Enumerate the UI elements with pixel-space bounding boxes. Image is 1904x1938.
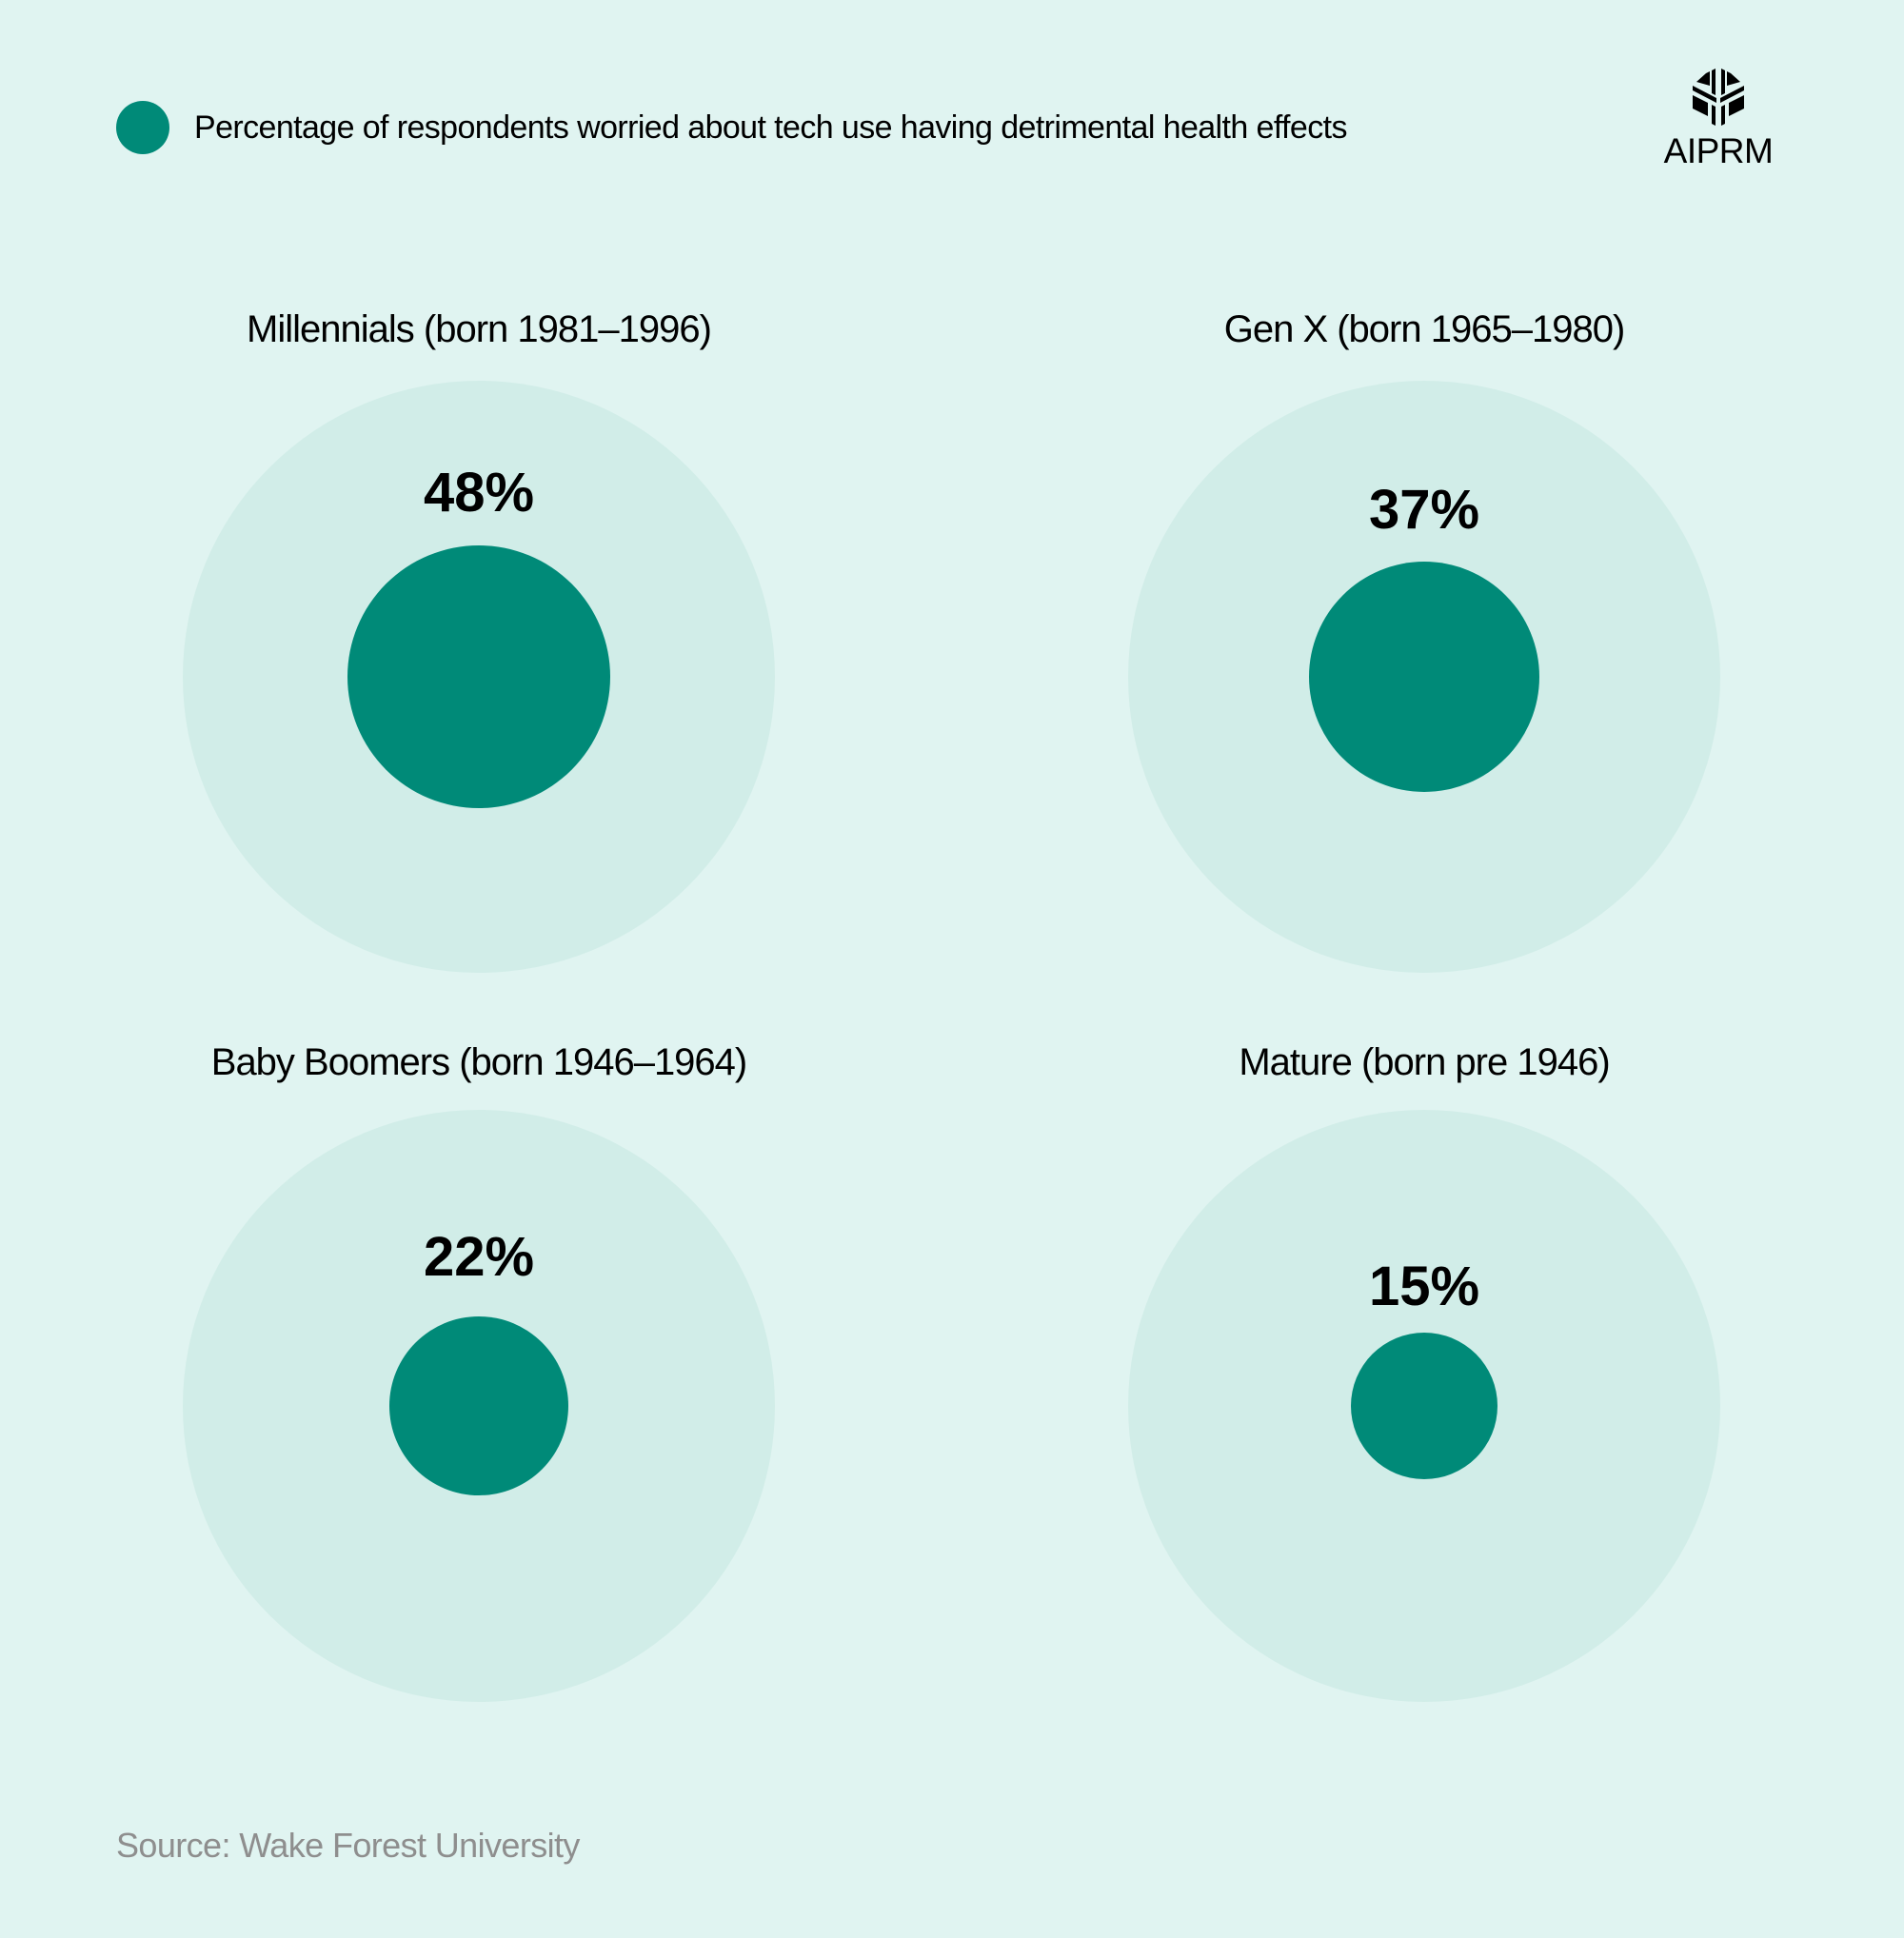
value-label-millennials: 48% (423, 462, 535, 524)
value-circle-millennials (347, 545, 610, 808)
aiprm-logo: AIPRM (1656, 67, 1780, 171)
value-label-mature: 15% (1368, 1256, 1480, 1317)
value-circle-gen-x (1309, 562, 1539, 792)
panel-title-gen-x: Gen X (born 1965–1980) (1223, 308, 1626, 350)
source-note: Source: Wake Forest University (116, 1826, 580, 1865)
legend: Percentage of respondents worried about … (116, 101, 1347, 154)
value-label-baby-boomers: 22% (423, 1226, 535, 1288)
panel-title-mature: Mature (born pre 1946) (1239, 1041, 1610, 1083)
logo-text: AIPRM (1663, 131, 1774, 170)
legend-label: Percentage of respondents worried about … (194, 109, 1347, 146)
value-label-gen-x: 37% (1368, 479, 1480, 541)
panel-title-baby-boomers: Baby Boomers (born 1946–1964) (210, 1041, 747, 1083)
value-circle-mature (1351, 1333, 1497, 1479)
legend-swatch (116, 101, 169, 154)
value-circle-baby-boomers (389, 1316, 568, 1495)
aiprm-hexagon-icon (1693, 69, 1744, 126)
panel-title-millennials: Millennials (born 1981–1996) (247, 308, 712, 350)
